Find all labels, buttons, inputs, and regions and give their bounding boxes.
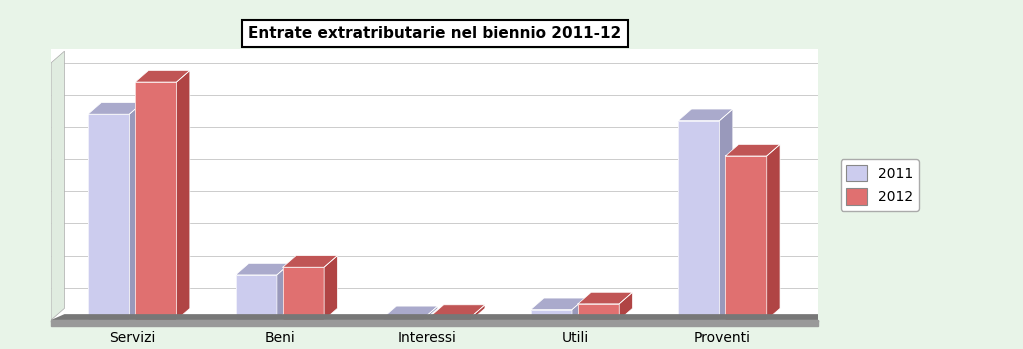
Polygon shape [177, 70, 190, 320]
Polygon shape [51, 314, 832, 320]
Polygon shape [88, 114, 129, 320]
Polygon shape [725, 156, 767, 320]
Polygon shape [384, 318, 425, 320]
Bar [51, 320, 818, 326]
Polygon shape [88, 103, 142, 114]
Polygon shape [767, 144, 781, 320]
Polygon shape [235, 263, 291, 275]
Polygon shape [531, 298, 585, 310]
Polygon shape [135, 82, 177, 320]
Polygon shape [431, 317, 472, 320]
Polygon shape [282, 255, 338, 267]
Polygon shape [472, 305, 485, 320]
Polygon shape [678, 121, 719, 320]
Polygon shape [282, 267, 324, 320]
Polygon shape [235, 275, 277, 320]
Polygon shape [578, 292, 632, 304]
Polygon shape [531, 310, 572, 320]
Polygon shape [277, 263, 291, 320]
Polygon shape [324, 255, 338, 320]
Polygon shape [578, 304, 619, 320]
Polygon shape [135, 70, 190, 82]
Polygon shape [431, 305, 485, 317]
Legend: 2011, 2012: 2011, 2012 [841, 159, 919, 211]
Polygon shape [51, 51, 64, 320]
Polygon shape [678, 109, 732, 121]
Title: Entrate extratributarie nel biennio 2011-12: Entrate extratributarie nel biennio 2011… [249, 26, 621, 41]
Polygon shape [425, 306, 438, 320]
Polygon shape [572, 298, 585, 320]
Polygon shape [129, 103, 142, 320]
Polygon shape [619, 292, 632, 320]
Polygon shape [384, 306, 438, 318]
Polygon shape [719, 109, 732, 320]
Polygon shape [725, 144, 781, 156]
